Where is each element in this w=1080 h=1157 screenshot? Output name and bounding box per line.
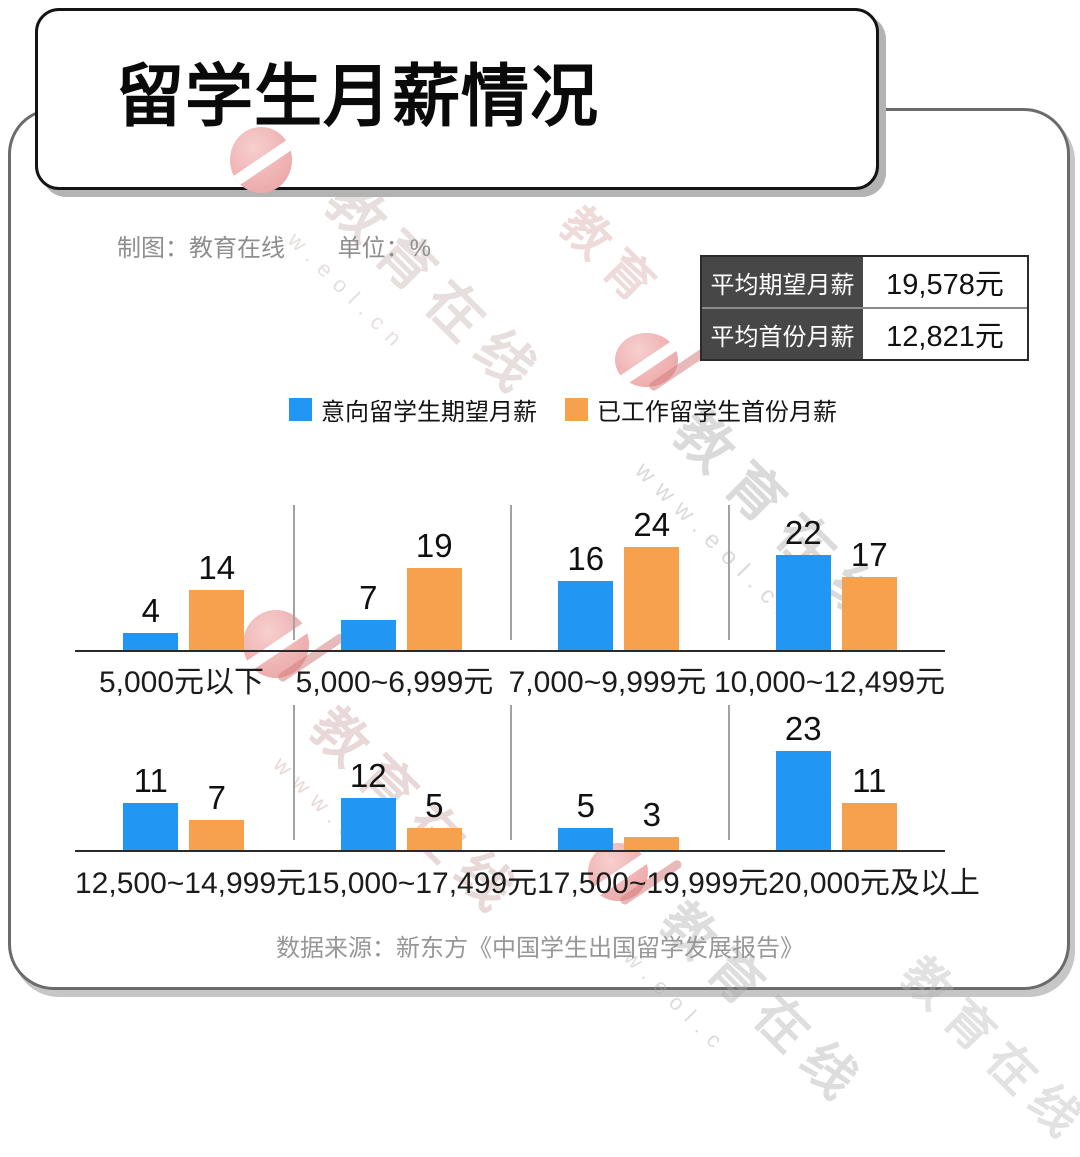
bar-with-value: 3 [624,796,680,850]
summary-row: 平均首份月薪 12,821元 [702,307,1027,359]
bar-expected [558,581,614,650]
column-divider [292,705,295,840]
category-label: 10,000~12,499元 [713,666,945,699]
legend-item: 意向留学生期望月薪 [289,392,537,427]
bar-with-value: 4 [123,592,179,650]
category-label: 5,000~6,999元 [295,666,494,699]
legend-label: 意向留学生期望月薪 [321,399,537,426]
column-divider [727,505,730,640]
bar-expected [775,751,831,850]
bar-with-value: 24 [624,506,680,650]
bar-group: 12 5 [293,705,511,850]
meta-line: 制图：教育在线 单位：% [117,228,431,263]
bar-value-label: 11 [133,762,168,799]
bar-expected [340,620,396,650]
unit-label: 单位：% [337,235,432,262]
bar-with-value: 5 [558,787,614,850]
bar-value-label: 5 [576,787,595,824]
bar-value-label: 16 [567,540,605,577]
bar-with-value: 5 [406,787,462,850]
category-label: 20,000元及以上 [768,867,980,900]
bar-first-job [841,803,897,850]
column-divider [510,505,512,640]
bar-value-label: 17 [850,536,888,573]
credit-label: 制图：教育在线 [117,235,285,262]
bar-group: 22 17 [728,505,946,650]
bar-group: 7 19 [293,505,511,650]
column-divider [292,505,295,640]
bar-with-value: 14 [189,549,245,650]
bar-group: 23 11 [728,705,946,850]
bar-expected [340,798,396,850]
bar-expected [123,633,179,650]
bar-with-value: 17 [841,536,897,650]
bar-first-job [406,828,462,850]
category-label: 5,000元以下 [98,666,265,699]
bar-with-value: 22 [775,514,831,650]
bar-first-job [189,590,245,650]
summary-row-value: 19,578元 [863,257,1027,307]
bar-expected [123,803,179,850]
source-note: 数据来源：新东方《中国学生出国留学发展报告》 [276,935,804,962]
legend-item: 已工作留学生首份月薪 [565,392,837,427]
category-label: 12,500~14,999元 [75,867,307,900]
category-label: 17,500~19,999元 [537,867,769,900]
bar-expected [775,555,831,650]
bar-with-value: 11 [841,762,897,850]
title-box: 留学生月薪情况 [35,8,879,190]
category-labels-row-2: 12,500~14,999元 15,000~17,499元 17,500~19,99… [75,858,980,902]
bar-value-label: 7 [359,579,378,616]
bar-with-value: 7 [340,579,396,650]
legend-swatch-icon [289,398,312,421]
bar-value-label: 22 [784,514,822,551]
bar-first-job [624,547,680,650]
bar-value-label: 23 [784,710,822,747]
bar-group: 16 24 [510,505,728,650]
summary-row: 平均期望月薪 19,578元 [702,257,1027,307]
column-divider [510,705,512,840]
bar-expected [558,828,614,850]
bar-with-value: 19 [406,527,462,650]
bar-value-label: 5 [425,787,444,824]
bar-with-value: 16 [558,540,614,650]
bar-value-label: 24 [633,506,671,543]
bar-first-job [189,820,245,850]
bar-group: 11 7 [75,705,293,850]
bar-with-value: 23 [775,710,831,850]
column-divider [727,705,730,840]
bar-value-label: 11 [852,762,887,799]
summary-row-value: 12,821元 [863,307,1027,359]
bar-value-label: 19 [415,527,453,564]
bar-first-job [841,577,897,650]
chart-legend: 意向留学生期望月薪 已工作留学生首份月薪 [289,392,837,427]
summary-row-label: 平均期望月薪 [702,257,863,307]
category-labels-row-1: 5,000元以下 5,000~6,999元 7,000~9,999元 10,000~1… [75,657,945,701]
page-title: 留学生月薪情况 [116,58,600,135]
bar-value-label: 12 [349,757,387,794]
summary-row-label: 平均首份月薪 [702,307,863,359]
bar-value-label: 7 [207,779,226,816]
bar-group: 4 14 [75,505,293,650]
category-label: 7,000~9,999元 [508,666,707,699]
legend-swatch-icon [565,398,588,421]
bar-with-value: 12 [340,757,396,850]
bar-value-label: 3 [642,796,661,833]
category-label: 15,000~17,499元 [306,867,538,900]
bar-chart-row-1: 4 14 7 19 16 24 22 17 [75,505,945,652]
bar-value-label: 14 [198,549,236,586]
bar-with-value: 7 [189,779,245,850]
bar-first-job [406,568,462,650]
bar-with-value: 11 [123,762,179,850]
bar-chart-row-2: 11 7 12 5 5 3 23 11 [75,705,945,852]
summary-table: 平均期望月薪 19,578元 平均首份月薪 12,821元 [700,255,1029,361]
bar-value-label: 4 [141,592,160,629]
legend-label: 已工作留学生首份月薪 [597,399,837,426]
bar-first-job [624,837,680,850]
